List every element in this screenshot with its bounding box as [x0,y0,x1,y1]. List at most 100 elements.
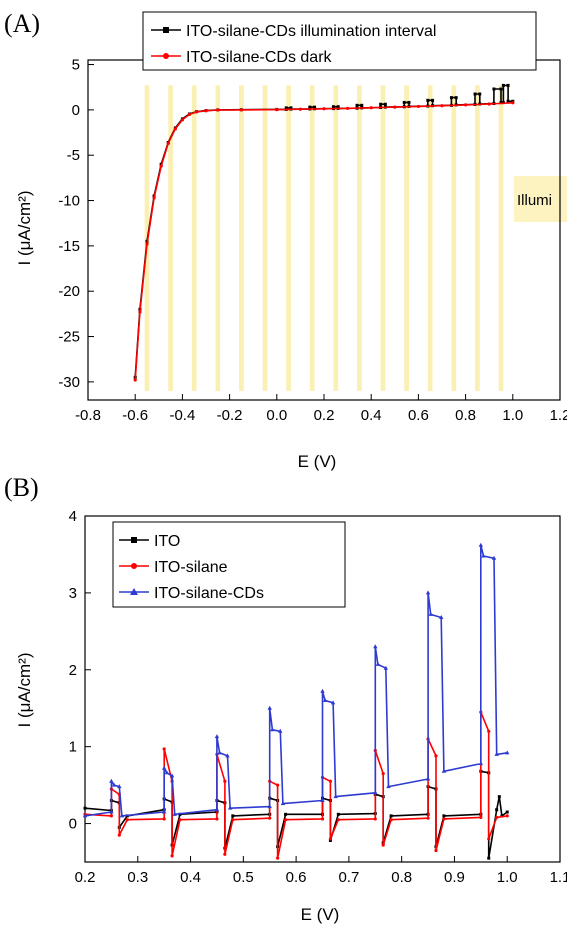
panel-a-series-point-0 [355,103,359,107]
panel-a-series-point-0 [431,98,435,102]
panel-a-series-point-1 [180,118,184,122]
panel-a-chart: (A) Illumi -0.8 -0.6 -0.4 -0.2 0.0 0.2 0.4 0.6 0… [4,9,567,471]
panel-a-series-point-1 [369,106,373,110]
panel-b-series-point-2 [441,768,447,773]
panel-b-series-point-2 [225,753,230,758]
legend-label-ito-silane-cds: ITO-silane-CDs [154,585,264,602]
panel-b-xtick-label: 0.6 [286,869,307,886]
legend-label-ito-silane: ITO-silane [154,559,228,576]
panel-b-series-point-1 [125,818,129,822]
panel-b-series-point-0 [284,812,288,816]
panel-b-series-point-1 [487,837,491,841]
panel-b-series-point-2 [330,700,336,705]
panel-a-series-point-0 [499,87,503,91]
panel-b-series-point-1 [231,818,235,822]
panel-b-xtick-label: 0.2 [75,869,96,886]
illumination-note-box [514,176,567,222]
panel-a-series-point-0 [284,106,288,110]
panel-a-series-point-1 [194,110,199,114]
panel-a-series-point-1 [511,101,515,105]
panel-b-series-point-2 [333,794,338,799]
panel-b-series-point-1 [215,817,219,821]
panel-b-series-point-2 [278,728,283,733]
panel-a-xtick-label: -0.2 [217,407,243,424]
panel-b-series-point-2 [111,782,117,787]
illumination-band [498,85,504,391]
legend-marker-ito [131,537,137,543]
panel-b-axes: 0.2 0.3 0.4 0.5 0.6 0.7 0.8 0.9 1.0 1.1 0 1 2 3 4 [69,508,567,886]
panel-b-series-point-0 [442,814,446,818]
panel-b-xtick-label: 0.9 [444,869,465,886]
legend-label-dark: ITO-silane-CDs dark [186,49,333,66]
panel-b-series-point-2 [478,761,484,766]
panel-b-series-point-1 [223,779,227,783]
panel-b-series-line-2 [84,544,508,817]
panel-b-xtick-label: 1.1 [550,869,567,886]
panel-a-series-point-0 [313,105,317,109]
panel-a-series-point-0 [454,96,458,100]
panel-b-series-point-2 [119,813,125,818]
panel-b-ytick-label: 3 [69,585,77,602]
panel-b-series-point-2 [280,801,286,806]
panel-a-series [133,83,515,382]
panel-b-series-point-1 [434,754,438,758]
panel-b-series-point-1 [328,779,333,783]
panel-b-chart: (B) 0.2 0.3 0.4 0.5 0.6 0.7 0.8 0.9 1.0 1.101234 … [4,473,567,924]
legend-label-ito: ITO [154,533,180,550]
panel-a-xtick-label: -0.8 [75,407,101,424]
panel-b-series-point-0 [389,814,393,818]
panel-a-xtick-label: 0.6 [408,407,429,424]
panel-b-ylabel: I (μA/cm²) [15,653,34,728]
panel-a-series-point-1 [416,104,420,109]
panel-a-xtick-label: 1.2 [550,407,567,424]
panel-b-series-point-1 [389,818,393,822]
panel-b-series-point-2 [267,804,272,809]
illumination-band [380,85,386,391]
panel-a-series-point-0 [478,92,482,96]
panel-b-series-point-1 [381,771,385,776]
panel-b-plot-frame [84,515,561,863]
legend-marker-ito-silane [131,563,137,569]
panel-a-series-point-1 [216,108,220,112]
panel-b-xtick-label: 0.3 [127,869,148,886]
panel-b-series-point-2 [505,750,510,755]
illumination-note: Illumi [517,192,552,209]
panel-b-series-point-2 [217,750,222,755]
panel-a-xtick-label: 0.4 [361,407,382,424]
panel-a-ytick-label: 0 [72,102,80,119]
panel-a-series-point-0 [402,100,406,104]
panel-b-series-point-1 [336,818,340,822]
panel-b-series-point-2 [117,784,122,789]
panel-a-series-point-0 [492,87,496,91]
panel-b-series-point-2 [320,688,325,693]
illumination-band [239,85,244,391]
panel-b-series-point-1 [373,817,377,821]
panel-b-series-point-2 [322,698,328,703]
panel-b-series-point-2 [267,705,272,710]
panel-b-series-point-2 [82,813,88,818]
illumination-band [357,85,362,391]
panel-b-series-point-2 [478,542,484,547]
panel-b-series-point-2 [373,644,378,649]
legend-marker-illumination [163,27,169,33]
panel-b-series-point-1 [479,815,483,820]
illumination-band [286,85,291,391]
panel-b-series-point-1 [495,815,499,820]
panel-a-series-point-0 [426,98,430,102]
panel-a-series-point-1 [133,378,137,382]
panel-b-series-point-2 [164,770,170,775]
panel-a-series-line-1 [134,102,513,381]
panel-b-series-point-0 [231,814,235,818]
panel-b-series-point-0 [495,808,499,812]
legend-marker-dark [163,53,169,59]
panel-a-series-point-1 [173,127,177,131]
panel-b-series-point-1 [162,747,166,751]
panel-a-xlabel: E (V) [298,452,337,471]
panel-b-xtick-label: 0.4 [180,869,201,886]
panel-b-series-point-1 [442,817,446,821]
panel-a-ytick-label: -15 [58,238,80,255]
panel-b-series-point-1 [426,816,430,820]
panel-b-xtick-label: 0.5 [233,869,254,886]
panel-a-ytick-label: -10 [58,193,80,210]
illumination-band [427,85,433,391]
